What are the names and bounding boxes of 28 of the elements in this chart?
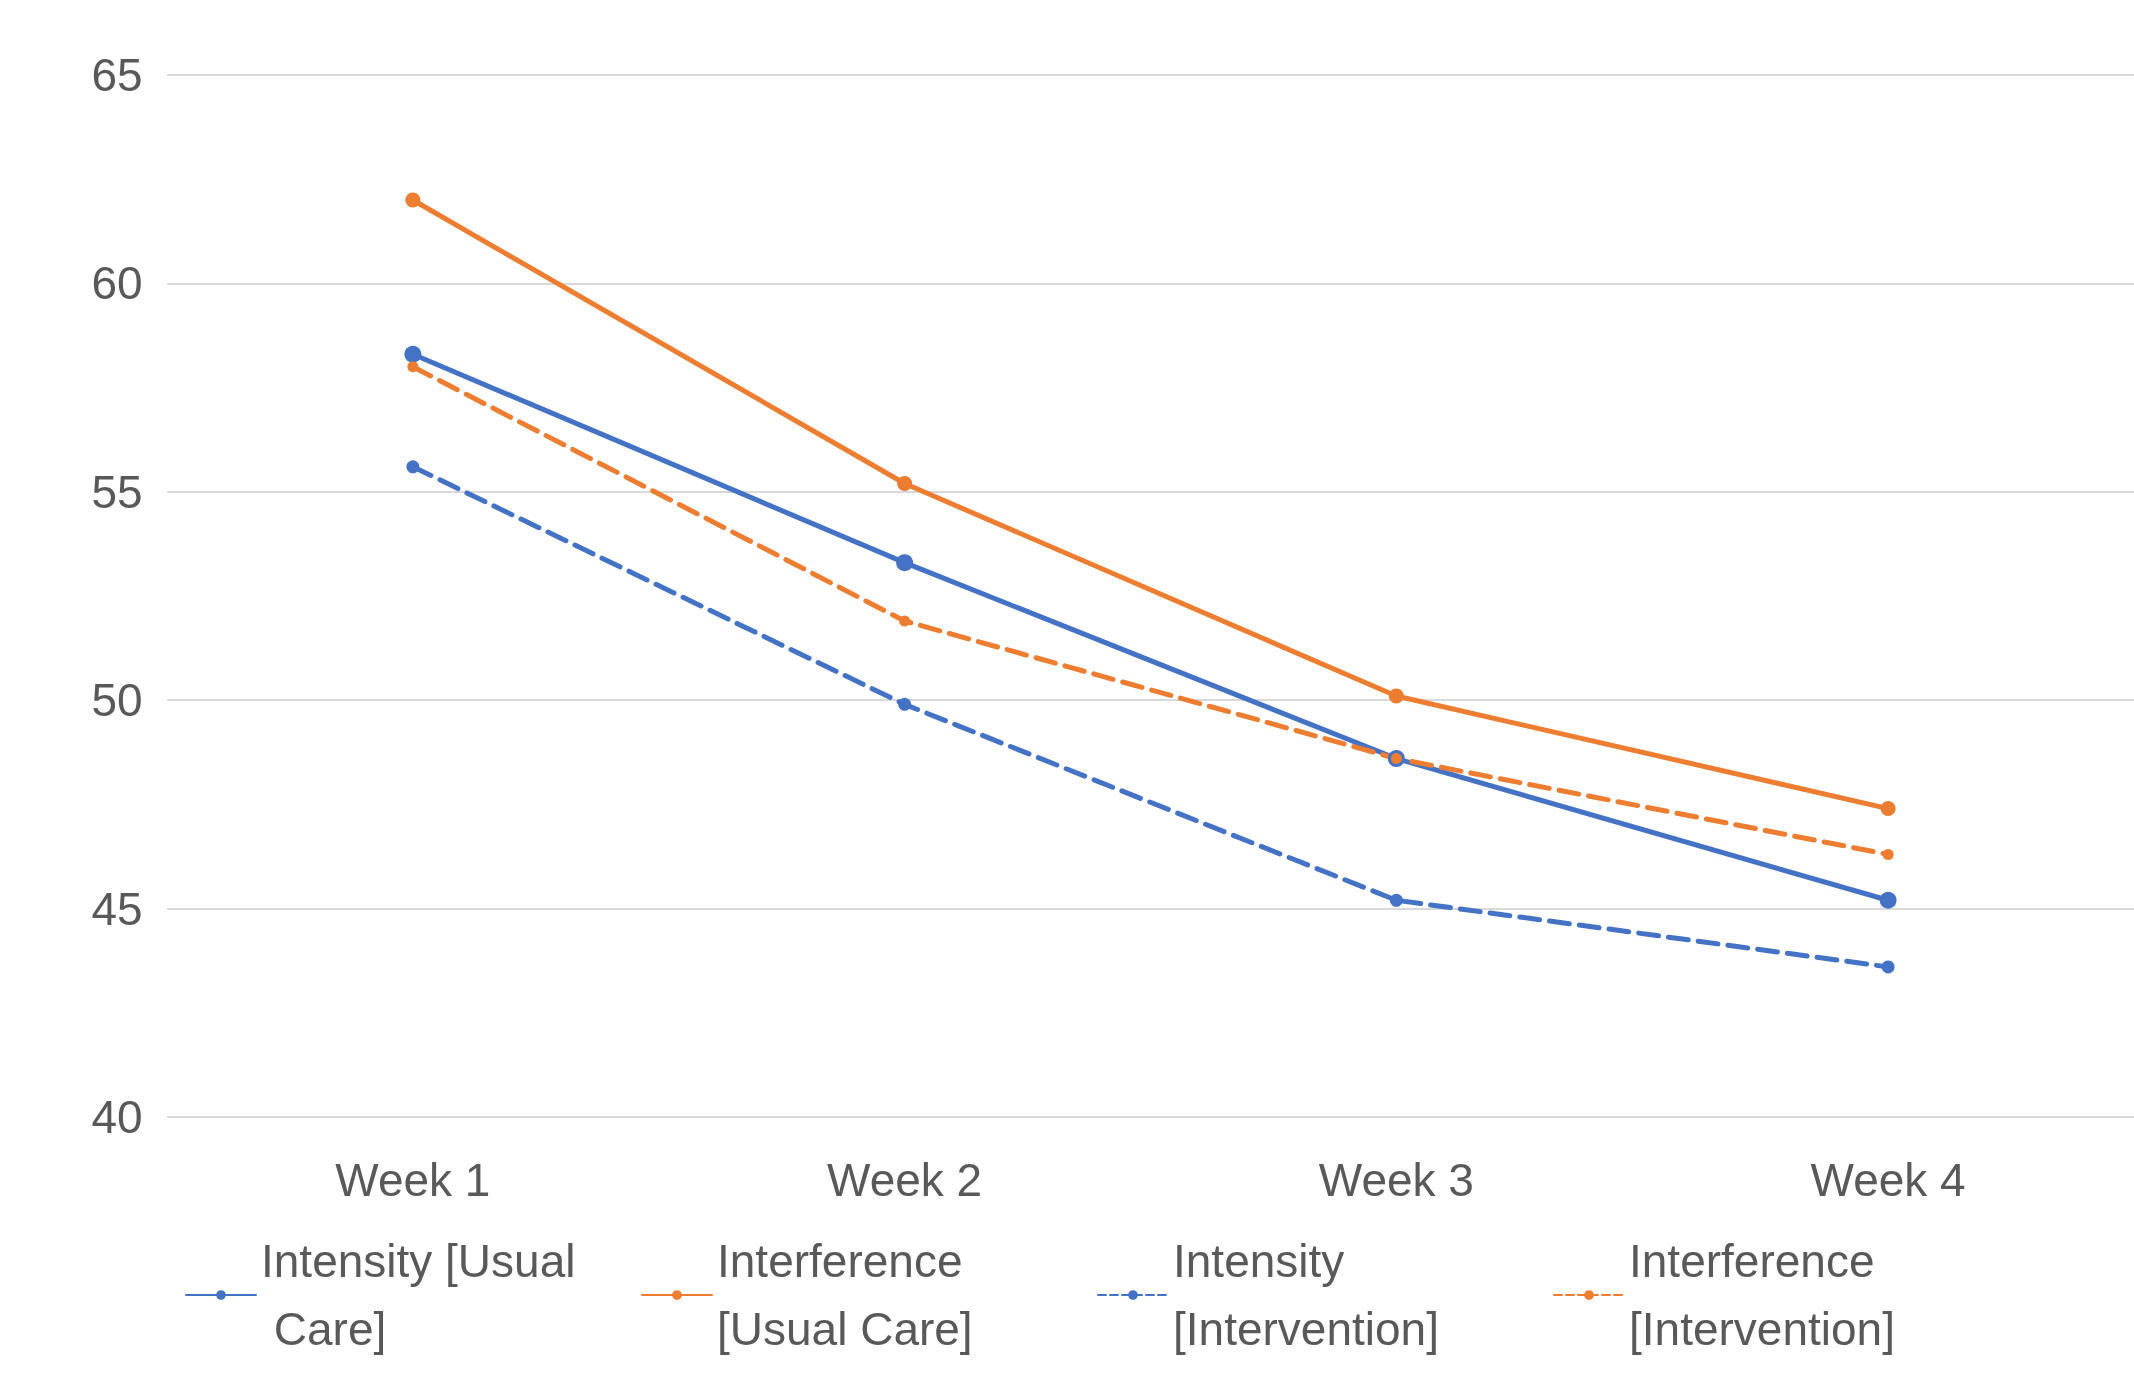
y-tick-label: 60	[91, 257, 143, 310]
legend-label: Intensity [Intervention]	[1173, 1235, 1439, 1355]
point	[1879, 891, 1897, 909]
point	[406, 460, 420, 474]
x-tick-label: Week 3	[1318, 1154, 1474, 1206]
y-tick-label: 45	[91, 882, 143, 935]
point	[896, 554, 914, 572]
point	[404, 345, 422, 363]
x-tick-label: Week 1	[335, 1154, 491, 1206]
point	[405, 192, 421, 208]
point	[897, 475, 913, 491]
point	[1882, 848, 1894, 860]
point	[1881, 960, 1895, 974]
y-tick-label: 40	[91, 1091, 143, 1143]
y-tick-label: 50	[91, 674, 143, 727]
y-tick-label: 65	[91, 49, 143, 101]
point	[899, 615, 911, 627]
x-tick-label: Week 4	[1810, 1154, 1966, 1206]
point	[1388, 688, 1404, 704]
point	[1389, 893, 1403, 907]
legend-label: Interference [Intervention]	[1629, 1235, 1895, 1355]
legend-label: Interference [Usual Care]	[717, 1235, 976, 1355]
point	[407, 361, 419, 373]
y-tick-label: 55	[91, 465, 143, 518]
point	[898, 697, 912, 711]
point	[1880, 801, 1896, 817]
legend-label: Intensity [Usual Care]	[261, 1235, 576, 1355]
x-tick-label: Week 2	[827, 1154, 983, 1206]
